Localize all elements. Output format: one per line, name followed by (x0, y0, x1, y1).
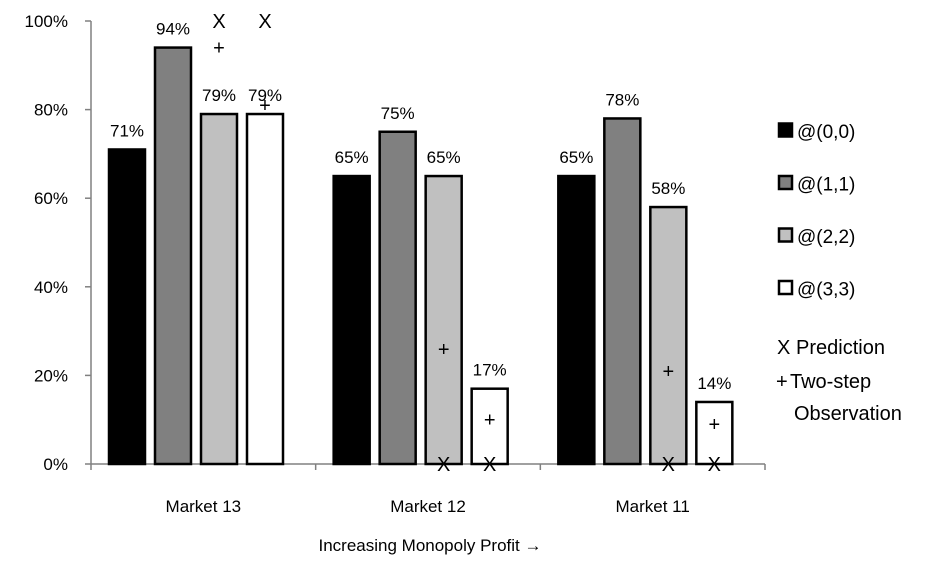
bar-@(1,1) (153, 46, 193, 466)
legend-prediction-marker: X (777, 337, 790, 359)
bar-@(3,3) (245, 112, 285, 466)
prediction-marker: X (258, 11, 271, 33)
prediction-marker: X (212, 11, 225, 33)
observation-marker: + (213, 38, 225, 60)
data-label: 71% (110, 121, 144, 140)
bars (107, 46, 734, 466)
y-tick-label: 0% (43, 455, 68, 474)
markers: X X X X X X + + + + + + (212, 11, 721, 476)
observation-marker: + (438, 339, 450, 361)
x-category-label: Market 12 (390, 497, 466, 516)
bar-@(2,2) (424, 174, 463, 466)
legend: @(0,0) @(1,1) @(2,2) @(3,3) X Prediction + Two-… (776, 122, 902, 425)
bar-@(3,3) (695, 400, 734, 466)
data-label: 65% (335, 148, 369, 167)
legend-label: @(2,2) (797, 227, 855, 248)
observation-marker: + (662, 361, 674, 383)
bar-@(1,1) (603, 117, 642, 466)
data-label: 17% (473, 361, 507, 380)
bar-@(3,3) (470, 387, 509, 466)
prediction-marker: X (483, 454, 496, 476)
data-label: 79% (248, 86, 282, 105)
x-category-label: Market 11 (616, 497, 690, 516)
observation-marker: + (708, 414, 720, 436)
data-label: 14% (697, 374, 731, 393)
legend-label: @(3,3) (797, 280, 855, 301)
y-tick-label: 20% (34, 366, 68, 385)
bar-@(0,0) (557, 174, 596, 466)
bar-@(0,0) (332, 174, 371, 466)
legend-label: @(1,1) (797, 175, 855, 196)
legend-observation-label-line2: Observation (794, 403, 902, 425)
bar-@(2,2) (199, 112, 239, 466)
y-tick-label: 80% (34, 101, 68, 120)
legend-prediction-label: Prediction (796, 337, 885, 359)
legend-label: @(0,0) (797, 122, 855, 143)
bar-@(0,0) (107, 148, 147, 466)
legend-observation-label-line1: Two-step (790, 371, 871, 393)
legend-swatch (777, 279, 794, 296)
data-label: 78% (605, 90, 639, 109)
y-tick-label: 40% (34, 278, 68, 297)
bar-@(1,1) (378, 130, 417, 466)
x-axis-title: Increasing Monopoly Profit → (319, 536, 542, 555)
x-category-label: Market 13 (166, 497, 242, 516)
prediction-marker: X (437, 454, 450, 476)
bar-@(2,2) (649, 205, 688, 466)
data-label: 58% (651, 179, 685, 198)
data-labels: 71% 65% 65% 94% 75% 78% 79% 65% 58% 79% 17% 14% (110, 20, 731, 393)
data-label: 94% (156, 20, 190, 39)
y-tick-label: 60% (34, 189, 68, 208)
data-label: 65% (427, 148, 461, 167)
legend-observation-marker: + (776, 371, 788, 393)
data-label: 75% (381, 104, 415, 123)
legend-swatch (777, 122, 794, 138)
prediction-marker: X (708, 454, 721, 476)
legend-swatch (777, 227, 794, 243)
data-label: 79% (202, 86, 236, 105)
data-label: 65% (559, 148, 593, 167)
observation-marker: + (484, 410, 496, 432)
observation-marker: + (259, 95, 271, 117)
legend-swatch (777, 174, 794, 191)
prediction-marker: X (662, 454, 675, 476)
y-tick-label: 100% (25, 12, 68, 31)
